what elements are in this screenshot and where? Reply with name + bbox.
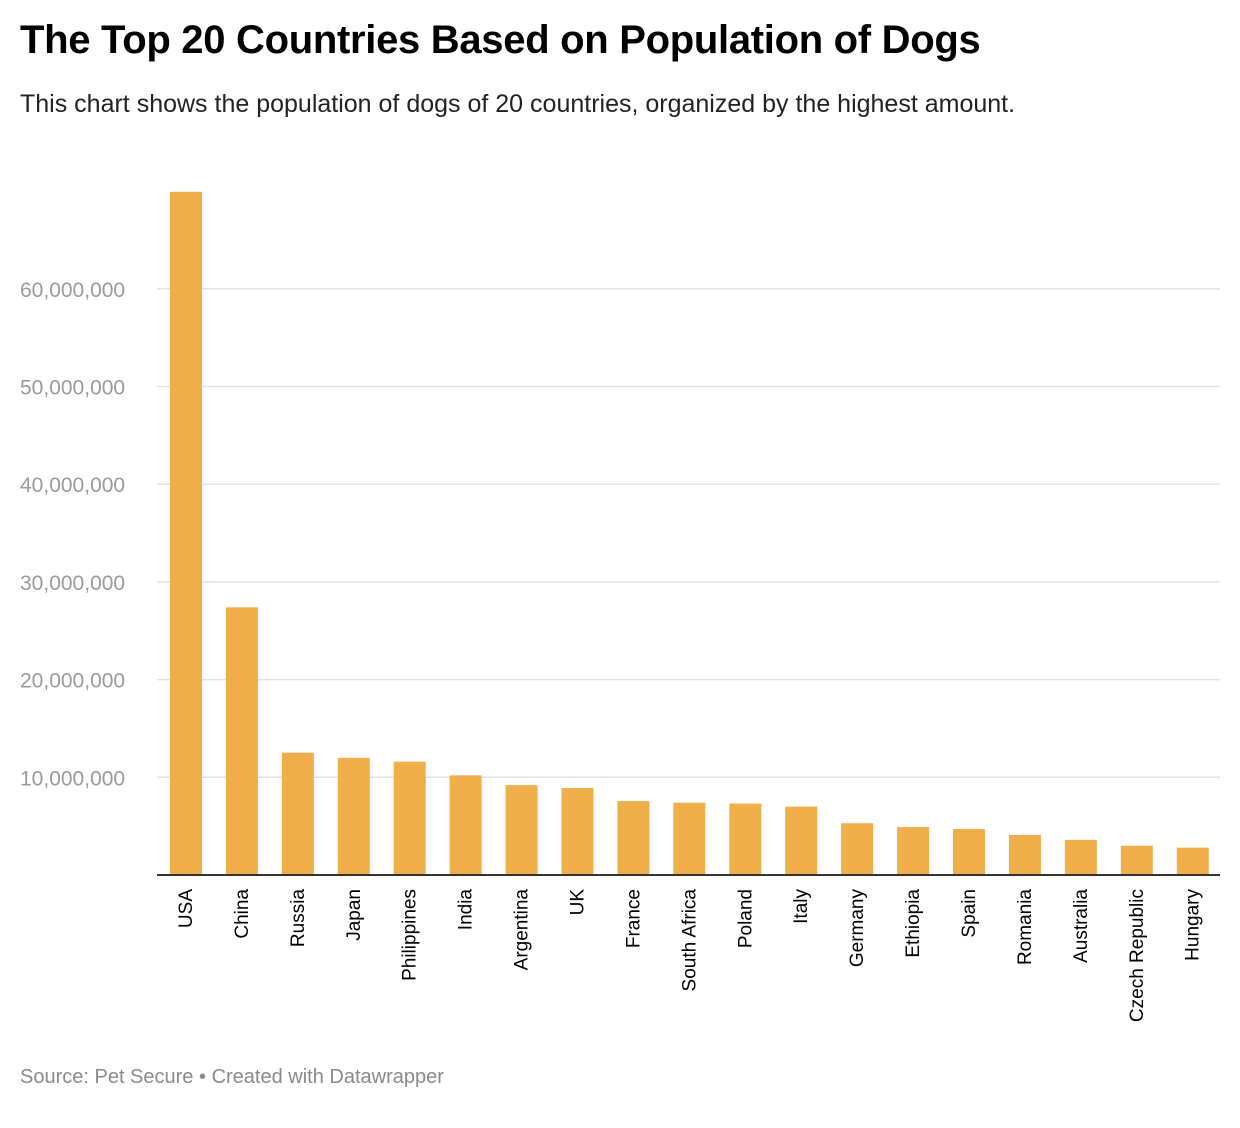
x-tick-label: South Africa	[679, 889, 700, 992]
bar-romania[interactable]	[1008, 834, 1041, 875]
y-tick-label: 40,000,000	[20, 474, 125, 497]
x-tick-label: Romania	[1015, 889, 1036, 965]
bar-poland[interactable]	[729, 803, 762, 875]
footer-separator: •	[199, 1066, 207, 1088]
y-axis-ticks: 10,000,000 20,000,000 30,000,000 40,000,000…	[20, 279, 125, 791]
x-tick-label: Hungary	[1183, 889, 1204, 961]
y-tick-label: 60,000,000	[20, 279, 125, 302]
x-tick-label: Australia	[1071, 889, 1092, 963]
x-tick-label: Japan	[344, 889, 365, 941]
bar-spain[interactable]	[953, 829, 986, 875]
x-tick-label: Poland	[735, 889, 756, 948]
x-tick-label: UK	[568, 889, 589, 916]
bar-czech-republic[interactable]	[1120, 845, 1153, 875]
y-tick-label: 10,000,000	[20, 767, 125, 790]
x-tick-label: USA	[176, 889, 197, 928]
bar-russia[interactable]	[281, 752, 314, 875]
gridlines	[157, 288, 1220, 779]
bar-china[interactable]	[225, 607, 258, 875]
x-tick-label: Ethiopia	[903, 889, 924, 958]
bars	[170, 191, 1209, 875]
bar-uk[interactable]	[561, 788, 594, 875]
y-tick-label: 50,000,000	[20, 377, 125, 400]
chart-footer: Source: Pet Secure • Created with Datawr…	[20, 1066, 444, 1089]
bar-usa[interactable]	[170, 191, 202, 875]
chart-subtitle: This chart shows the population of dogs …	[20, 90, 1016, 118]
bar-germany[interactable]	[841, 823, 874, 875]
bar-france[interactable]	[617, 801, 650, 875]
x-tick-label: Philippines	[400, 889, 421, 981]
x-tick-label: India	[456, 889, 477, 931]
bar-hungary[interactable]	[1176, 847, 1209, 875]
bar-italy[interactable]	[785, 806, 818, 875]
bar-japan[interactable]	[337, 757, 370, 875]
x-axis-labels: USA China Russia Japan Philippines India Argen…	[176, 889, 1204, 1023]
bar-argentina[interactable]	[505, 785, 538, 875]
source-text: Source: Pet Secure	[20, 1066, 194, 1088]
x-tick-label: Germany	[847, 889, 868, 968]
x-tick-label: Czech Republic	[1127, 889, 1148, 1022]
x-tick-label: China	[232, 889, 253, 939]
chart-title: The Top 20 Countries Based on Population…	[20, 18, 981, 62]
x-tick-label: Italy	[791, 889, 812, 924]
x-tick-label: Russia	[288, 889, 309, 948]
bar-south-africa[interactable]	[673, 802, 706, 875]
bar-australia[interactable]	[1064, 839, 1097, 875]
bar-ethiopia[interactable]	[897, 827, 930, 875]
x-tick-label: Argentina	[512, 889, 533, 971]
y-tick-label: 30,000,000	[20, 572, 125, 595]
bar-india[interactable]	[449, 775, 482, 875]
bar-philippines[interactable]	[393, 761, 426, 875]
x-tick-label: Spain	[959, 889, 980, 938]
x-tick-label: France	[623, 889, 644, 948]
y-tick-label: 20,000,000	[20, 670, 125, 693]
credit-link[interactable]: Created with Datawrapper	[211, 1066, 444, 1088]
